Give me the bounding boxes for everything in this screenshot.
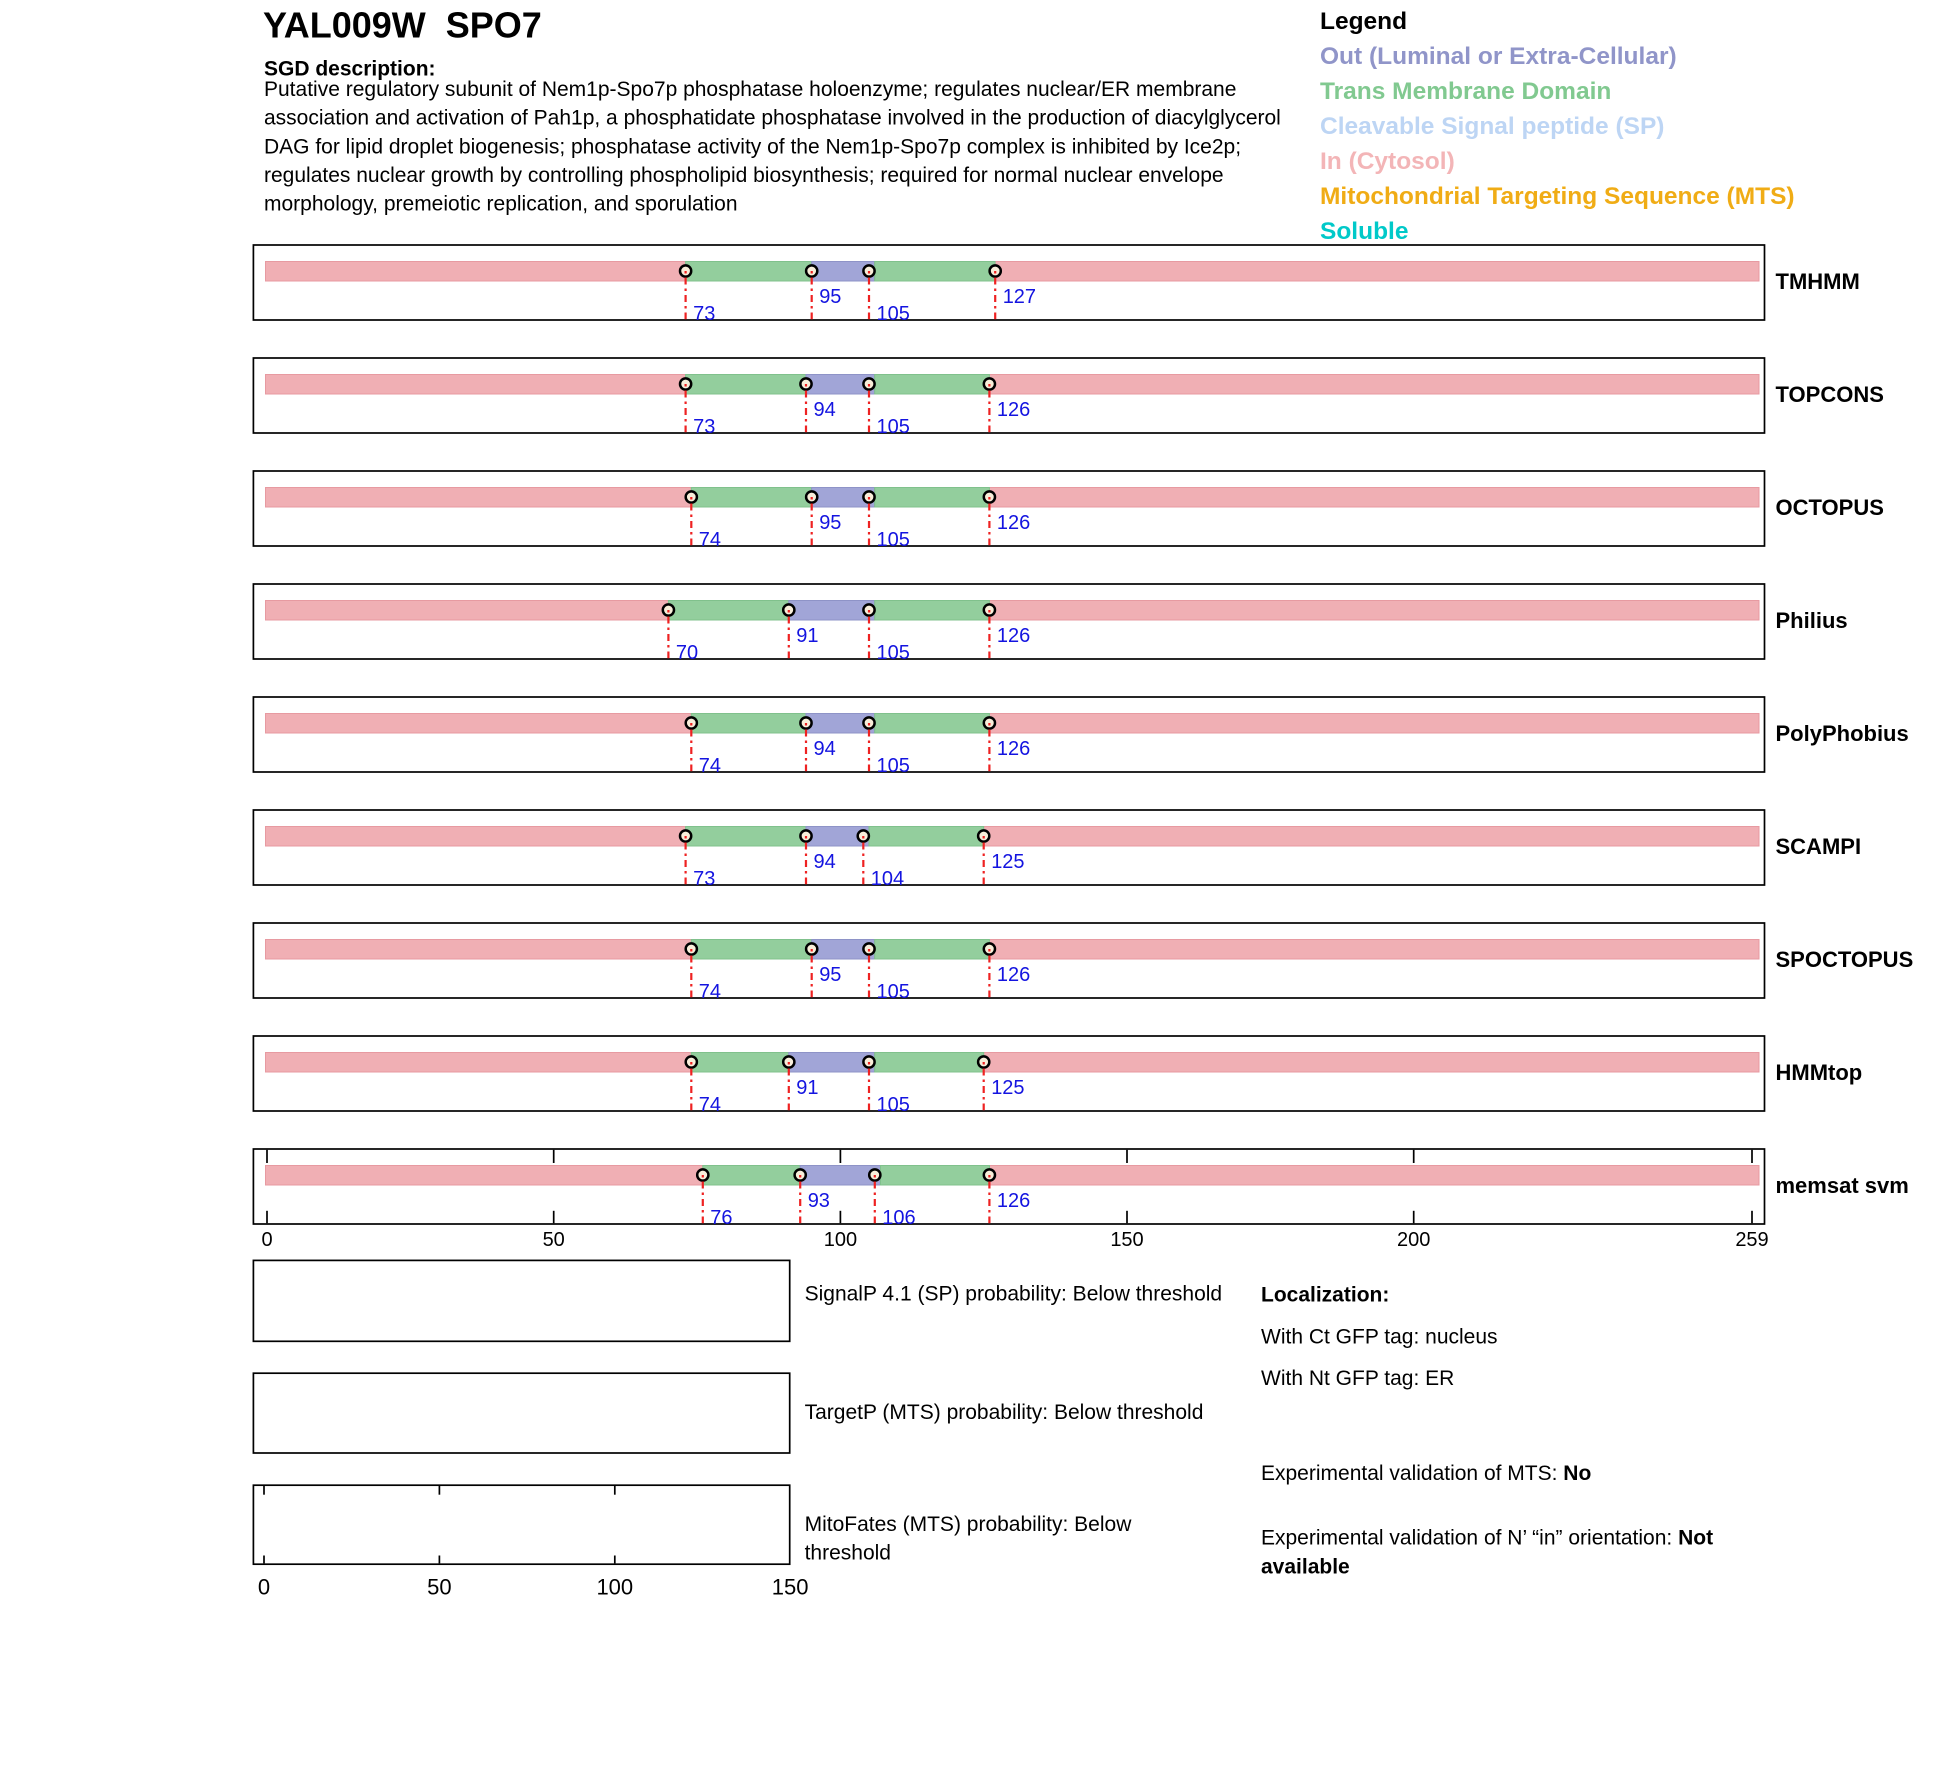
svg-text:YAL009W SPO7: YAL009W SPO7 <box>263 5 542 46</box>
svg-text:126: 126 <box>997 512 1030 534</box>
svg-text:Putative regulatory subunit of: Putative regulatory subunit of Nem1p-Spo… <box>264 78 1236 101</box>
svg-text:OCTOPUS: OCTOPUS <box>1776 495 1884 520</box>
svg-text:106: 106 <box>882 1207 915 1229</box>
svg-text:200: 200 <box>1397 1229 1430 1251</box>
svg-text:memsat svm: memsat svm <box>1776 1173 1909 1198</box>
svg-text:morphology, premeiotic replica: morphology, premeiotic replication, and … <box>264 193 738 216</box>
svg-text:50: 50 <box>427 1575 451 1600</box>
svg-text:105: 105 <box>877 755 910 777</box>
svg-text:126: 126 <box>997 1190 1030 1212</box>
svg-text:TargetP (MTS) probability: Bel: TargetP (MTS) probability: Below thresho… <box>805 1401 1204 1424</box>
svg-text:Mitochondrial Targeting Sequen: Mitochondrial Targeting Sequence (MTS) <box>1320 183 1795 210</box>
svg-text:Experimental validation of N’: Experimental validation of N’ “in” orien… <box>1261 1527 1713 1550</box>
svg-text:127: 127 <box>1003 286 1036 308</box>
svg-text:100: 100 <box>596 1575 633 1600</box>
svg-text:94: 94 <box>814 738 836 760</box>
svg-text:SGD description:: SGD description: <box>264 58 436 81</box>
svg-text:74: 74 <box>699 755 721 777</box>
svg-text:259: 259 <box>1735 1229 1768 1251</box>
svg-text:95: 95 <box>819 964 841 986</box>
svg-text:With Ct GFP tag: nucleus: With Ct GFP tag: nucleus <box>1261 1326 1498 1349</box>
svg-text:TMHMM: TMHMM <box>1776 269 1860 294</box>
svg-text:regulates nuclear growth by co: regulates nuclear growth by controlling … <box>264 164 1224 187</box>
svg-text:Philius: Philius <box>1776 608 1848 633</box>
svg-text:Soluble: Soluble <box>1320 218 1408 245</box>
svg-text:105: 105 <box>877 642 910 664</box>
svg-text:MitoFates (MTS) probability: B: MitoFates (MTS) probability: Below <box>805 1513 1133 1536</box>
svg-text:150: 150 <box>772 1575 809 1600</box>
svg-text:91: 91 <box>796 1077 818 1099</box>
svg-text:association and activation of: association and activation of Pah1p, a p… <box>264 107 1281 130</box>
svg-text:TOPCONS: TOPCONS <box>1776 382 1884 407</box>
svg-text:126: 126 <box>997 738 1030 760</box>
svg-text:105: 105 <box>877 416 910 438</box>
svg-text:74: 74 <box>699 981 721 1003</box>
svg-text:126: 126 <box>997 964 1030 986</box>
svg-text:In (Cytosol): In (Cytosol) <box>1320 148 1455 175</box>
svg-text:94: 94 <box>814 851 836 873</box>
svg-text:Experimental validation of MTS: Experimental validation of MTS: No <box>1261 1462 1591 1485</box>
svg-text:100: 100 <box>824 1229 857 1251</box>
svg-text:104: 104 <box>871 868 904 890</box>
svg-text:SignalP 4.1 (SP) probability:: SignalP 4.1 (SP) probability: Below thre… <box>805 1282 1223 1305</box>
svg-text:125: 125 <box>991 1077 1024 1099</box>
svg-text:PolyPhobius: PolyPhobius <box>1776 721 1909 746</box>
svg-text:50: 50 <box>543 1229 565 1251</box>
svg-text:73: 73 <box>693 868 715 890</box>
svg-text:105: 105 <box>877 303 910 325</box>
svg-text:SPOCTOPUS: SPOCTOPUS <box>1776 947 1914 972</box>
svg-text:105: 105 <box>877 981 910 1003</box>
svg-text:70: 70 <box>676 642 698 664</box>
svg-text:0: 0 <box>258 1575 270 1600</box>
svg-text:76: 76 <box>710 1207 732 1229</box>
svg-text:105: 105 <box>877 529 910 551</box>
svg-text:0: 0 <box>261 1229 272 1251</box>
svg-text:With Nt GFP tag: ER: With Nt GFP tag: ER <box>1261 1367 1454 1390</box>
svg-text:Localization:: Localization: <box>1261 1284 1389 1307</box>
svg-text:Out (Luminal or Extra-Cellular: Out (Luminal or Extra-Cellular) <box>1320 43 1677 70</box>
svg-text:74: 74 <box>699 529 721 551</box>
svg-text:DAG for lipid droplet biogenes: DAG for lipid droplet biogenesis; phosph… <box>264 135 1241 158</box>
svg-text:Legend: Legend <box>1320 8 1407 35</box>
svg-text:95: 95 <box>819 512 841 534</box>
svg-text:126: 126 <box>997 625 1030 647</box>
svg-text:91: 91 <box>796 625 818 647</box>
svg-text:73: 73 <box>693 303 715 325</box>
svg-text:126: 126 <box>997 399 1030 421</box>
svg-text:Cleavable Signal peptide (SP): Cleavable Signal peptide (SP) <box>1320 113 1664 140</box>
svg-text:74: 74 <box>699 1094 721 1116</box>
svg-text:73: 73 <box>693 416 715 438</box>
svg-text:95: 95 <box>819 286 841 308</box>
svg-text:threshold: threshold <box>805 1542 891 1565</box>
svg-text:105: 105 <box>877 1094 910 1116</box>
svg-text:150: 150 <box>1110 1229 1143 1251</box>
svg-text:94: 94 <box>814 399 836 421</box>
svg-text:93: 93 <box>808 1190 830 1212</box>
svg-text:Trans Membrane Domain: Trans Membrane Domain <box>1320 78 1611 105</box>
svg-text:125: 125 <box>991 851 1024 873</box>
svg-text:available: available <box>1261 1555 1350 1578</box>
svg-text:SCAMPI: SCAMPI <box>1776 834 1862 859</box>
svg-text:HMMtop: HMMtop <box>1776 1060 1863 1085</box>
